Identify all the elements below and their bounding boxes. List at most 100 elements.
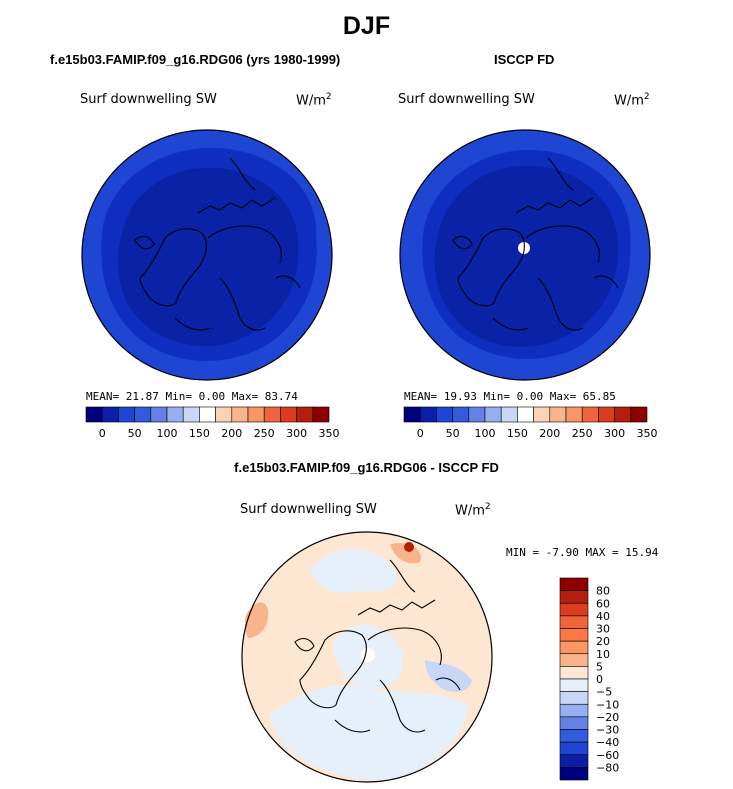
map-diff-coastlines: [294, 559, 461, 733]
map-2: [399, 129, 651, 381]
colorbar-swatch: [134, 406, 152, 423]
colorbar-swatch: [85, 406, 103, 423]
colorbar-swatch: [559, 628, 589, 642]
colorbar-tick-label: 350: [637, 427, 658, 440]
panel-2-stats: MEAN= 19.93 Min= 0.00 Max= 65.85: [404, 390, 616, 403]
main-title: DJF: [342, 12, 391, 40]
colorbar-swatch: [403, 406, 421, 423]
colorbar-swatch: [182, 406, 200, 423]
colorbar-tick-label: 100: [475, 427, 496, 440]
map-diff-polar-gap: [361, 648, 375, 662]
colorbar-swatch: [280, 406, 297, 423]
map-1: [81, 129, 333, 381]
colorbar-swatch: [452, 406, 470, 423]
map-1-region-inner: [118, 167, 299, 347]
colorbar-swatch: [215, 406, 233, 423]
colorbar-tick-label: 20: [596, 635, 610, 648]
diff-panel-variable: Surf downwelling SW: [240, 502, 377, 517]
colorbar-swatch: [436, 406, 453, 423]
colorbar-swatch: [559, 640, 589, 655]
colorbar-tick-label: 50: [446, 427, 460, 440]
panel-2-variable: Surf downwelling SW: [398, 92, 535, 107]
colorbar-tick-label: 250: [572, 427, 593, 440]
colorbar-swatch: [559, 590, 589, 604]
panel-1-units: W/m2: [296, 92, 332, 109]
colorbar-swatch: [598, 406, 615, 423]
diff-panel-title: f.e15b03.FAMIP.f09_g16.RDG06 - ISCCP FD: [234, 460, 499, 475]
colorbar-swatch: [468, 406, 486, 423]
map-2-border: [399, 129, 651, 381]
colorbar-swatch: [559, 678, 589, 692]
colorbar-2: 0 50 100 150 200 250 300 350: [403, 406, 658, 440]
colorbar-tick-label: 200: [539, 427, 560, 440]
colorbar-swatch: [614, 406, 632, 423]
colorbar-tick-label: 60: [596, 597, 610, 610]
colorbar-swatch: [101, 406, 119, 423]
colorbar-tick-label: 200: [221, 427, 242, 440]
colorbar-swatch: [559, 602, 589, 617]
colorbar-swatch: [559, 615, 589, 629]
colorbar-tick-label: −5: [596, 686, 612, 699]
map-2-coastlines: [452, 157, 619, 331]
colorbar-tick-label: −20: [596, 711, 619, 724]
colorbar-swatch: [263, 406, 281, 423]
panel-2-title: ISCCP FD: [494, 52, 555, 67]
colorbar-swatch: [312, 406, 330, 423]
panel-1-title: f.e15b03.FAMIP.f09_g16.RDG06 (yrs 1980-1…: [50, 52, 341, 67]
colorbar-swatch: [517, 406, 534, 423]
colorbar-swatch: [559, 716, 589, 730]
colorbar-swatch: [559, 703, 589, 718]
colorbar-swatch: [419, 406, 437, 423]
colorbar-tick-label: 0: [596, 673, 603, 686]
colorbar-tick-label: −60: [596, 749, 619, 762]
colorbar-swatch: [559, 691, 589, 705]
colorbar-tick-label: 150: [507, 427, 528, 440]
map-1-border: [81, 129, 333, 381]
colorbar-tick-label: 5: [596, 660, 603, 673]
colorbar-tick-label: 80: [596, 585, 610, 598]
colorbar-tick-label: 0: [99, 427, 106, 440]
colorbar-tick-label: 300: [604, 427, 625, 440]
colorbar-swatch: [533, 406, 551, 423]
panel-1-stats: MEAN= 21.87 Min= 0.00 Max= 83.74: [86, 390, 298, 403]
colorbar-swatch: [559, 729, 589, 743]
colorbar-swatch: [559, 653, 589, 667]
colorbar-swatch: [484, 406, 502, 423]
colorbar-swatch: [118, 406, 135, 423]
colorbar-swatch: [581, 406, 599, 423]
colorbar-tick-label: −80: [596, 761, 619, 774]
diff-panel-units: W/m2: [455, 502, 491, 519]
colorbar-tick-label: 300: [286, 427, 307, 440]
colorbar-swatch: [559, 754, 589, 768]
diff-panel-stats: MIN = -7.90 MAX = 15.94: [506, 546, 659, 559]
colorbar-tick-label: 40: [596, 610, 610, 623]
colorbar-tick-label: 150: [189, 427, 210, 440]
colorbar-swatch: [231, 406, 249, 423]
colorbar-tick-label: −10: [596, 698, 619, 711]
colorbar-swatch: [166, 406, 184, 423]
panel-1-variable: Surf downwelling SW: [80, 92, 217, 107]
colorbar-swatch: [559, 577, 589, 591]
colorbar-tick-label: 50: [128, 427, 142, 440]
colorbar-swatch: [559, 666, 589, 680]
colorbar-swatch: [549, 406, 567, 423]
colorbar-1: 0 50 100 150 200 250 300 350: [85, 406, 340, 440]
colorbar-tick-label: 250: [254, 427, 275, 440]
map-diff: [241, 531, 493, 783]
colorbar-tick-label: −30: [596, 724, 619, 737]
colorbar-swatch: [199, 406, 216, 423]
map-diff-pos-dot: [404, 542, 414, 552]
colorbar-tick-label: 30: [596, 623, 610, 636]
colorbar-swatch: [565, 406, 583, 423]
map-2-region-inner: [434, 165, 619, 347]
map-diff-region-neg-north: [310, 549, 397, 594]
colorbar-swatch: [559, 741, 589, 756]
colorbar-tick-label: 100: [157, 427, 178, 440]
colorbar-tick-label: 10: [596, 648, 610, 661]
panel-2-units: W/m2: [614, 92, 650, 109]
colorbar-swatch: [559, 767, 589, 781]
colorbar-swatch: [296, 406, 314, 423]
colorbar-swatch: [500, 406, 518, 423]
map-1-coastlines: [134, 157, 301, 331]
